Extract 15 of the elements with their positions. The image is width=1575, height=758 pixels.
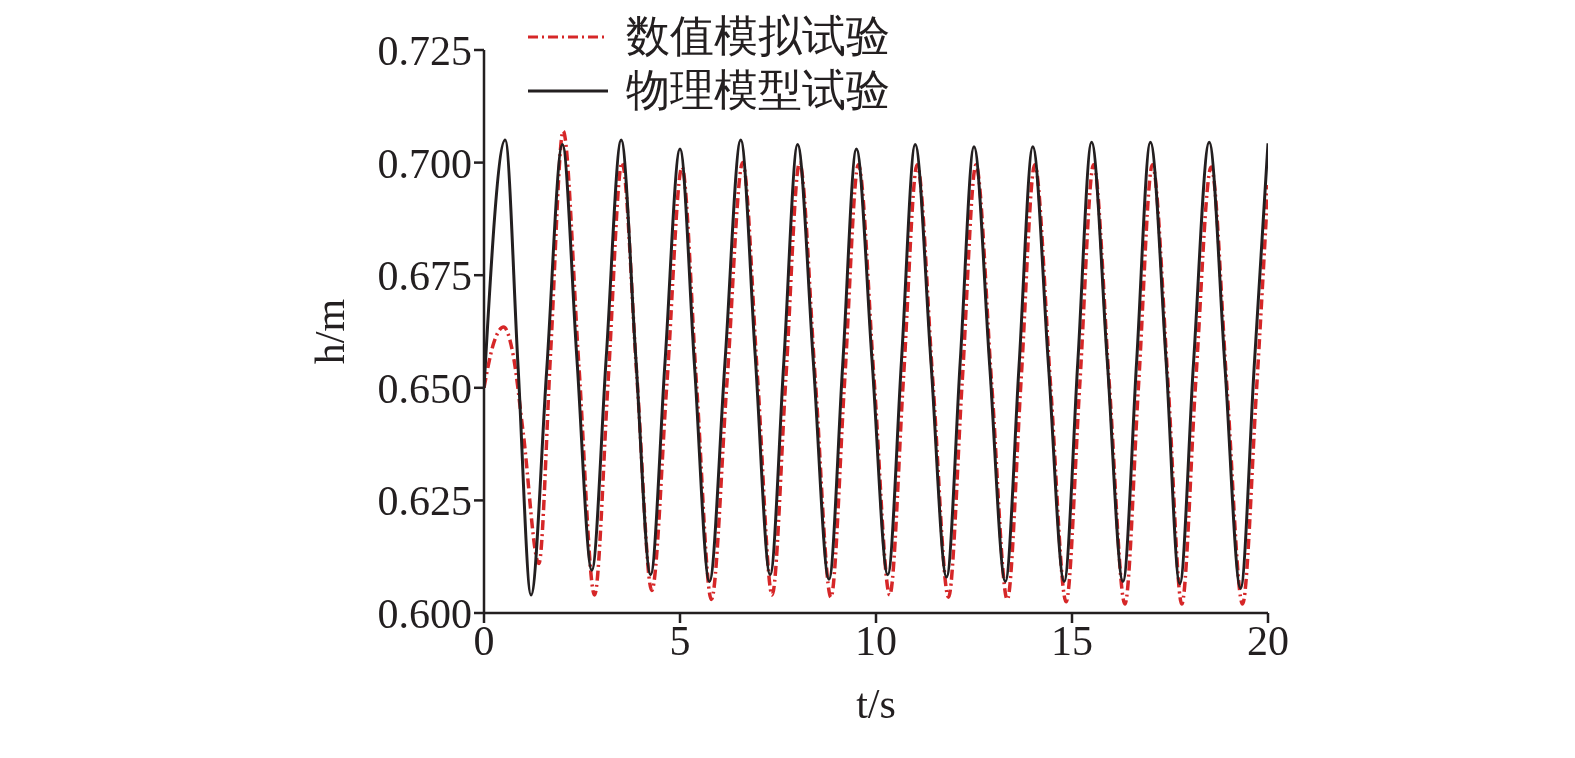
y-axis-title: h/m — [306, 298, 353, 365]
x-tick-label: 15 — [1051, 617, 1093, 664]
y-tick-label: 0.600 — [377, 590, 472, 637]
y-tick-label: 0.650 — [377, 365, 472, 412]
x-tick-label: 5 — [669, 617, 691, 664]
x-tick-label: 0 — [473, 617, 495, 664]
y-tick-label: 0.625 — [377, 478, 472, 525]
y-tick-label: 0.675 — [377, 253, 472, 300]
legend-label: 数值模拟试验 — [626, 11, 890, 63]
x-tick-label: 10 — [855, 617, 897, 664]
y-tick-label: 0.700 — [377, 140, 472, 187]
y-tick-label: 0.725 — [377, 27, 472, 74]
legend-label: 物理模型试验 — [626, 65, 890, 117]
x-tick-label: 20 — [1247, 617, 1289, 664]
x-axis-title: t/s — [856, 681, 896, 727]
